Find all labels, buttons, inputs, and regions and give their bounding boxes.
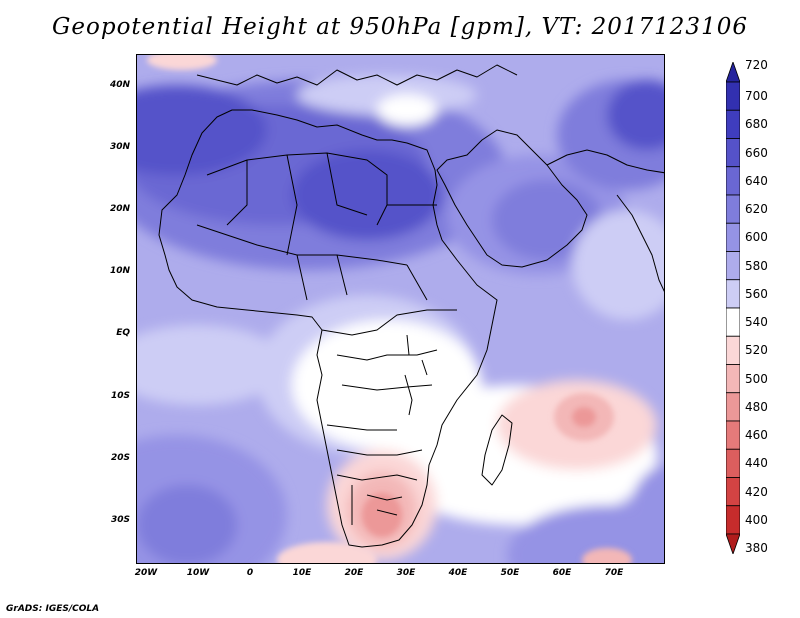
field-libya-core (292, 150, 442, 240)
colorbar-box-580 (726, 251, 740, 281)
lon-label-50e: 50E (500, 568, 520, 578)
lat-label-30s: 30S (110, 515, 130, 525)
map-title: Geopotential Height at 950hPa [gpm], VT:… (52, 14, 748, 40)
field-arabia-core (492, 180, 602, 260)
colorbar-label-600: 600 (745, 230, 768, 245)
colorbar-label-720: 720 (745, 58, 768, 72)
lon-label-70e: 70E (604, 568, 624, 578)
central-borders (321, 309, 457, 456)
colorbar-box-460 (726, 420, 740, 450)
colorbar-label-620: 620 (745, 202, 768, 217)
europe-coast (196, 64, 518, 86)
arabia-coastline (436, 129, 588, 268)
lat-label-eq: EQ (116, 328, 130, 338)
grads-credit: GrADS: IGES/COLA (6, 604, 100, 614)
lat-label-20s: 20S (110, 453, 130, 463)
field-s-africa-inner (362, 493, 402, 537)
field-indian-low-core (572, 407, 596, 427)
africa-coastline (158, 109, 498, 548)
colorbar-label-400: 400 (745, 512, 768, 527)
colorbar-label-540: 540 (745, 315, 768, 330)
colorbar-label-380: 380 (745, 541, 768, 556)
colorbar-box-440 (726, 448, 740, 478)
lat-label-20n: 20N (109, 204, 130, 214)
geopotential-field-map[interactable] (137, 55, 665, 564)
colorbar-label-580: 580 (745, 258, 768, 273)
iran-coast (546, 149, 664, 174)
field-top-low (147, 55, 217, 70)
colorbar-label-520: 520 (745, 343, 768, 358)
colorbar-label-420: 420 (745, 484, 768, 499)
colorbar (726, 62, 740, 554)
colorbar-box-640 (726, 166, 740, 196)
field-south-atlantic-core (137, 485, 237, 563)
map-panel[interactable] (136, 54, 665, 564)
field-arabian-sea (572, 210, 664, 320)
field-mascarene-high (507, 505, 664, 563)
colorbar-box-400 (726, 505, 740, 535)
colorbar-box-600 (726, 222, 740, 252)
colorbar-box-520 (726, 335, 740, 365)
colorbar-box-700 (726, 81, 740, 111)
field-tropical-atlantic (137, 325, 287, 405)
lon-label-40e: 40E (448, 568, 468, 578)
colorbar-label-700: 700 (745, 89, 768, 104)
colorbar-box-500 (726, 364, 740, 394)
lat-label-30n: 30N (109, 142, 130, 152)
colorbar-box-620 (726, 194, 740, 224)
madagascar (481, 414, 513, 486)
colorbar-label-660: 660 (745, 145, 768, 160)
lon-label-60e: 60E (552, 568, 572, 578)
lon-label-30e: 30E (396, 568, 416, 578)
field-far-se (627, 465, 664, 563)
colorbar-box-480 (726, 392, 740, 422)
colorbar-bottom-arrow (726, 533, 740, 554)
field-iran-core (607, 80, 664, 150)
lon-label-10e: 10E (292, 568, 312, 578)
colorbar-top-arrow (726, 62, 740, 83)
east-african-lakes (404, 334, 428, 416)
lon-label-0: 0 (246, 568, 254, 578)
colorbar-box-540 (726, 307, 740, 337)
colorbar-label-480: 480 (745, 399, 768, 414)
colorbar-box-420 (726, 477, 740, 507)
field-nw-core (137, 85, 267, 175)
colorbar-box-660 (726, 138, 740, 168)
colorbar-label-460: 460 (745, 428, 768, 443)
southern-borders (336, 474, 418, 525)
sahara-borders (196, 152, 437, 301)
india-coast (616, 194, 664, 292)
lat-label-10n: 10N (109, 266, 130, 276)
colorbar-box-680 (726, 109, 740, 139)
lon-label-10w: 10W (186, 568, 210, 578)
lon-label-20w: 20W (134, 568, 158, 578)
colorbar-box-560 (726, 279, 740, 309)
colorbar-label-440: 440 (745, 456, 768, 471)
colorbar-label-680: 680 (745, 117, 768, 132)
field-se-low (582, 548, 632, 563)
colorbar-label-500: 500 (745, 371, 768, 386)
lat-label-40n: 40N (109, 80, 130, 90)
field-cape-low (277, 542, 377, 563)
colorbar-label-640: 640 (745, 173, 768, 188)
lon-label-20e: 20E (344, 568, 364, 578)
lat-label-10s: 10S (110, 391, 130, 401)
field-aegean (377, 94, 437, 126)
colorbar-label-560: 560 (745, 286, 768, 301)
